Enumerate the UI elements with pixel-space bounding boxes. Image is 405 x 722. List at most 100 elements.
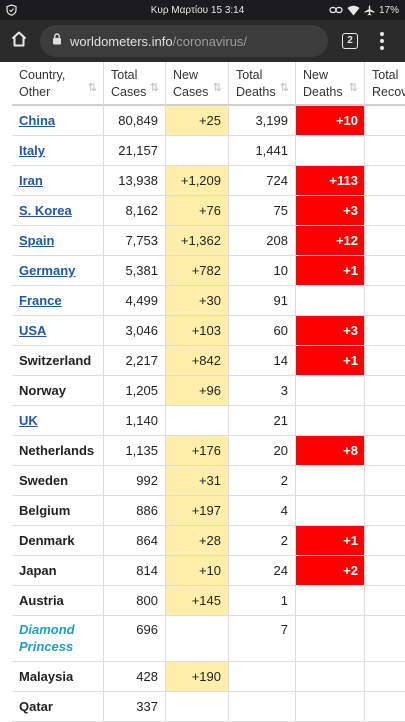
country-link[interactable]: China bbox=[19, 113, 56, 128]
new-cases-cell bbox=[166, 616, 229, 662]
new-cases-cell bbox=[166, 136, 229, 166]
total-cases-cell-value: 1,140 bbox=[125, 413, 158, 428]
header-country[interactable]: Country, Other ⇅ bbox=[12, 62, 104, 106]
header-new-cases-label: New Cases bbox=[173, 67, 208, 101]
sort-icon[interactable]: ⇅ bbox=[149, 82, 159, 94]
header-new-cases-label-line: New bbox=[173, 68, 199, 82]
url-path: /coronavirus/ bbox=[172, 33, 248, 49]
new-deaths-cell: +1 bbox=[296, 346, 365, 376]
table-row: Norway 1,205 +96 3 bbox=[0, 376, 405, 406]
new-cases-cell: +10 bbox=[166, 556, 229, 586]
new-deaths-cell bbox=[296, 286, 365, 316]
country-cell: Austria bbox=[12, 586, 104, 616]
total-cases-cell-value: 13,938 bbox=[118, 173, 158, 188]
country-cell[interactable]: S. Korea bbox=[12, 196, 104, 226]
total-deaths-cell: 7 bbox=[229, 616, 296, 662]
total-recovered-cell bbox=[365, 586, 405, 616]
sort-icon[interactable]: ⇅ bbox=[348, 82, 358, 94]
total-deaths-cell: 10 bbox=[229, 256, 296, 286]
total-cases-cell: 4,499 bbox=[104, 286, 166, 316]
total-deaths-cell-value: 20 bbox=[273, 443, 288, 458]
tab-switcher-button[interactable]: 2 bbox=[340, 31, 360, 51]
total-deaths-cell: 91 bbox=[229, 286, 296, 316]
country-name: Denmark bbox=[19, 533, 75, 548]
new-cases-cell-value: +782 bbox=[191, 263, 221, 278]
total-recovered-cell bbox=[365, 616, 405, 662]
new-deaths-cell: +113 bbox=[296, 166, 365, 196]
country-link[interactable]: Spain bbox=[19, 233, 55, 248]
more-vert-icon[interactable] bbox=[372, 31, 392, 51]
new-cases-cell-value: +10 bbox=[198, 563, 221, 578]
header-total-recovered-label-line: Recove bbox=[372, 85, 405, 99]
address-bar[interactable]: worldometers.info/coronavirus/ bbox=[40, 25, 328, 57]
total-cases-cell-value: 21,157 bbox=[118, 143, 158, 158]
new-cases-cell-value: +25 bbox=[198, 113, 221, 128]
total-deaths-cell: 2 bbox=[229, 526, 296, 556]
total-cases-cell: 337 bbox=[104, 692, 166, 722]
country-cell[interactable]: Germany bbox=[12, 256, 104, 286]
country-link[interactable]: Iran bbox=[19, 173, 43, 188]
status-bar: Κυρ Μαρτίου 15 3:14 17% bbox=[0, 0, 405, 20]
total-cases-cell-value: 5,381 bbox=[125, 263, 158, 278]
country-cell: Malaysia bbox=[12, 662, 104, 692]
total-recovered-cell bbox=[365, 196, 405, 226]
new-cases-cell: +28 bbox=[166, 526, 229, 556]
sort-icon[interactable]: ⇅ bbox=[279, 82, 289, 94]
new-cases-cell-value: +1,362 bbox=[180, 233, 221, 248]
total-deaths-cell-value: 208 bbox=[266, 233, 288, 248]
new-deaths-cell bbox=[296, 496, 365, 526]
total-deaths-cell-value: 2 bbox=[280, 533, 288, 548]
new-cases-cell: +197 bbox=[166, 496, 229, 526]
new-deaths-cell bbox=[296, 136, 365, 166]
total-deaths-cell-value: 91 bbox=[273, 293, 288, 308]
total-cases-cell-value: 2,217 bbox=[125, 353, 158, 368]
country-name: Switzerland bbox=[19, 353, 92, 368]
header-new-deaths[interactable]: New Deaths ⇅ bbox=[296, 62, 365, 106]
new-deaths-cell bbox=[296, 692, 365, 722]
total-deaths-cell-value: 724 bbox=[266, 173, 288, 188]
table-row: Belgium 886 +197 4 bbox=[0, 496, 405, 526]
new-deaths-cell: +1 bbox=[296, 526, 365, 556]
country-link[interactable]: UK bbox=[19, 413, 38, 428]
header-total-cases[interactable]: Total Cases ⇅ bbox=[104, 62, 166, 106]
total-deaths-cell: 75 bbox=[229, 196, 296, 226]
header-total-recovered[interactable]: Total Recove bbox=[365, 62, 405, 106]
total-cases-cell: 2,217 bbox=[104, 346, 166, 376]
new-cases-cell-value: +76 bbox=[198, 203, 221, 218]
total-deaths-cell: 21 bbox=[229, 406, 296, 436]
sort-icon[interactable]: ⇅ bbox=[212, 82, 222, 94]
new-cases-cell-value: +197 bbox=[191, 503, 221, 518]
country-cell[interactable]: Iran bbox=[12, 166, 104, 196]
new-deaths-cell-value: +8 bbox=[343, 443, 358, 458]
sort-icon[interactable]: ⇅ bbox=[87, 82, 97, 94]
total-cases-cell: 21,157 bbox=[104, 136, 166, 166]
country-cell[interactable]: USA bbox=[12, 316, 104, 346]
total-recovered-cell bbox=[365, 106, 405, 136]
home-button[interactable] bbox=[0, 20, 38, 62]
total-deaths-cell-value: 75 bbox=[273, 203, 288, 218]
country-link[interactable]: Germany bbox=[19, 263, 76, 278]
country-cell[interactable]: China bbox=[12, 106, 104, 136]
new-deaths-cell-value: +2 bbox=[343, 563, 358, 578]
total-deaths-cell bbox=[229, 692, 296, 722]
table-row: France 4,499 +30 91 bbox=[0, 286, 405, 316]
country-name: Qatar bbox=[19, 699, 53, 714]
new-cases-cell: +842 bbox=[166, 346, 229, 376]
country-link[interactable]: S. Korea bbox=[19, 203, 72, 218]
country-cell[interactable]: France bbox=[12, 286, 104, 316]
country-cell: Denmark bbox=[12, 526, 104, 556]
country-cell[interactable]: Spain bbox=[12, 226, 104, 256]
country-cell[interactable]: Italy bbox=[12, 136, 104, 166]
country-cell[interactable]: UK bbox=[12, 406, 104, 436]
header-total-deaths[interactable]: Total Deaths ⇅ bbox=[229, 62, 296, 106]
total-cases-cell-value: 800 bbox=[136, 593, 158, 608]
total-cases-cell-value: 80,849 bbox=[118, 113, 158, 128]
new-cases-cell: +30 bbox=[166, 286, 229, 316]
new-deaths-cell bbox=[296, 616, 365, 662]
country-link[interactable]: Italy bbox=[19, 143, 46, 158]
header-new-cases[interactable]: New Cases ⇅ bbox=[166, 62, 229, 106]
country-cell: Norway bbox=[12, 376, 104, 406]
country-link[interactable]: USA bbox=[19, 323, 47, 338]
total-deaths-cell: 2 bbox=[229, 466, 296, 496]
country-link[interactable]: France bbox=[19, 293, 62, 308]
